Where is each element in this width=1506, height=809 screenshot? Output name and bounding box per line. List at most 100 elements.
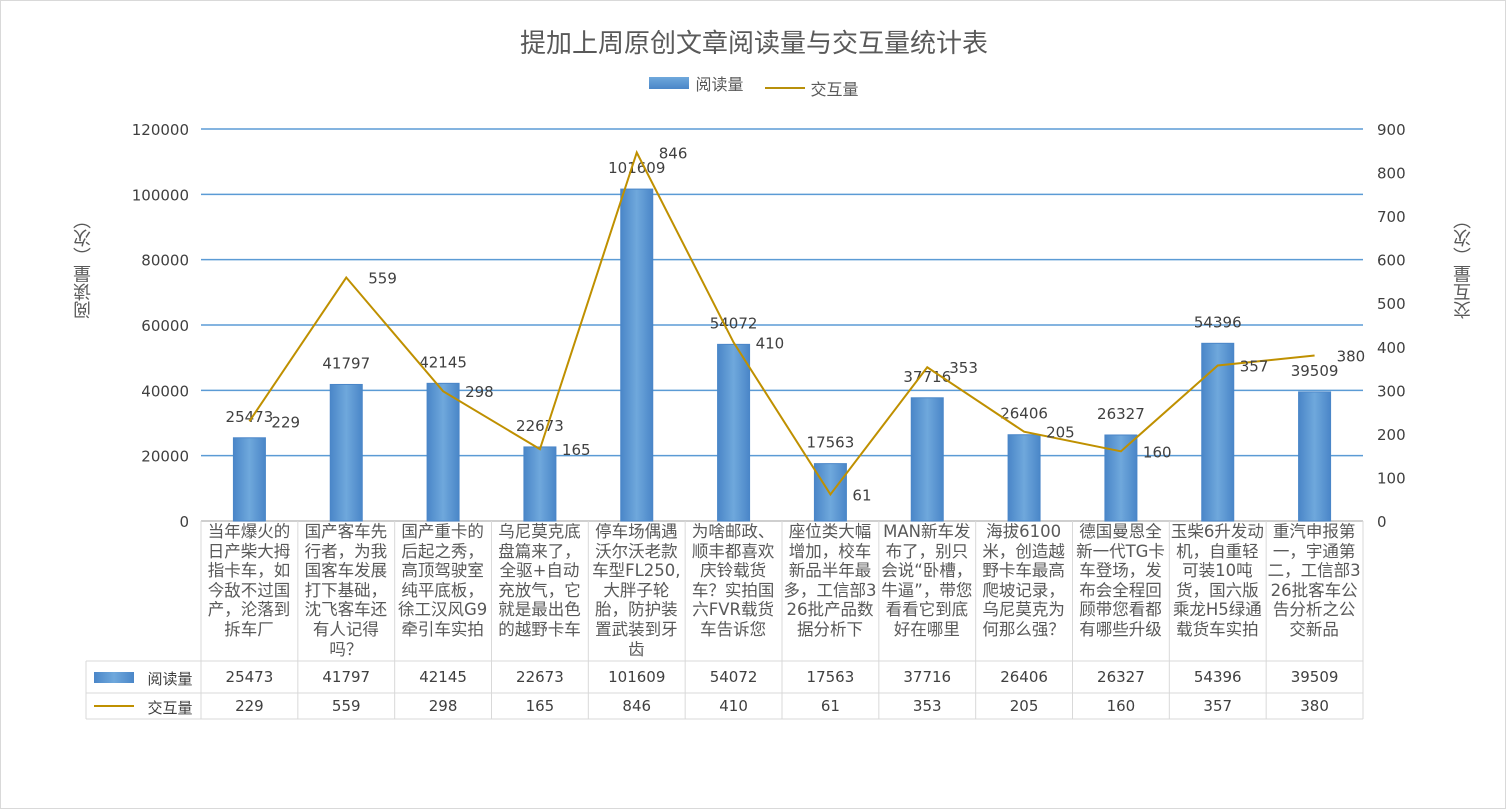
category-label: 重汽申报第一，宇通第二，工信部326批客车公告分析之公交新品 (1267, 522, 1361, 639)
y-left-tick-label: 0 (179, 513, 189, 531)
y-left-tick-label: 60000 (141, 317, 189, 335)
bar-data-label: 25473 (226, 408, 274, 426)
bar-data-label: 26327 (1097, 405, 1145, 423)
y-right-tick-label: 900 (1377, 121, 1406, 139)
table-cell-interactions: 380 (1300, 697, 1329, 715)
y-right-tick-label: 200 (1377, 426, 1406, 444)
table-cell-reads: 37716 (903, 668, 952, 686)
line-data-label: 160 (1143, 443, 1172, 461)
bar-data-label: 42145 (419, 353, 467, 371)
bar-data-label: 39509 (1291, 362, 1339, 380)
table-cell-interactions: 165 (525, 697, 555, 715)
table-cell-reads: 101609 (608, 668, 666, 686)
line-data-label: 357 (1240, 358, 1269, 376)
table-cell-reads: 25473 (225, 668, 274, 686)
bar-data-label: 54072 (710, 314, 758, 332)
table-cell-reads: 22673 (516, 668, 564, 686)
table-bar-key (94, 672, 134, 683)
legend-item-reads: 阅读量 (649, 71, 743, 95)
table-cell-reads: 54396 (1193, 668, 1242, 686)
bar (813, 463, 847, 522)
line-data-label: 298 (465, 383, 494, 401)
bar-data-label: 26406 (1000, 405, 1048, 423)
line-data-label: 205 (1046, 424, 1075, 442)
legend-label: 阅读量 (695, 75, 744, 94)
legend-label: 交互量 (810, 80, 859, 99)
bar-data-label: 54396 (1194, 313, 1242, 331)
bar (329, 383, 363, 522)
category-label: 国产客车先行者，为我国客车发展打下基础，沈飞客车还有人记得吗？ (304, 522, 388, 659)
table-cell-interactions: 357 (1203, 697, 1233, 715)
bar (426, 382, 460, 522)
y-left-tick-label: 120000 (132, 121, 189, 139)
table-cell-reads: 42145 (419, 668, 467, 686)
y-right-tick-label: 0 (1377, 513, 1387, 531)
y-left-tick-label: 40000 (141, 382, 189, 400)
legend-item-interactions: 交互量 (764, 76, 859, 100)
table-cell-reads: 39509 (1290, 668, 1339, 686)
table-cell-interactions: 229 (235, 697, 264, 715)
table-cell-reads: 26406 (1000, 668, 1048, 686)
bar (910, 397, 944, 522)
bar (620, 188, 654, 522)
category-label: 当年爆火的日产柴大拇指卡车，如今敌不过国产，沦落到拆车厂 (207, 522, 291, 639)
legend-line-swatch (764, 87, 805, 89)
bar (717, 343, 751, 522)
y-right-tick-label: 300 (1377, 382, 1406, 400)
y-right-tick-label: 400 (1377, 339, 1406, 357)
legend-bar-swatch (649, 77, 690, 89)
line-data-label: 61 (852, 486, 871, 504)
table-cell-reads: 41797 (322, 668, 371, 686)
chart-title: 提加上周原创文章阅读量与交互量统计表 (519, 29, 988, 59)
line-data-label: 846 (659, 145, 688, 163)
y-right-tick-label: 700 (1377, 208, 1406, 226)
table-cell-interactions: 846 (622, 697, 652, 715)
bar (1104, 434, 1138, 522)
y-left-tick-label: 80000 (141, 252, 189, 270)
category-label: 停车场偶遇沃尔沃老款车型FL250,大胖子轮胎，防护装置武装到牙齿 (592, 522, 681, 659)
bar (1201, 342, 1235, 522)
category-label: 乌尼莫克底盘篇来了，全驱+自动充放气，它就是最出色的越野卡车 (498, 522, 581, 639)
table-cell-reads: 26327 (1097, 668, 1145, 686)
bar-data-label: 101609 (608, 159, 665, 177)
category-label: 海拔6100米，创造越野卡车最高爬坡记录，乌尼莫克为何那么强？ (982, 522, 1065, 639)
y-right-tick-label: 500 (1377, 295, 1406, 313)
line-data-label: 165 (562, 441, 591, 459)
bar (1298, 391, 1332, 522)
line-data-label: 380 (1337, 347, 1366, 365)
category-label: 国产重卡的后起之秀，高顶驾驶室纯平底板，徐工汉风G9牵引车实拍 (398, 522, 488, 639)
bar (232, 437, 266, 522)
category-label: 座位类大幅增加，校车新品半年最多，工信部326批产品数据分析下 (783, 522, 877, 639)
table-row-label: 阅读量 (147, 670, 193, 688)
table-cell-interactions: 61 (820, 697, 840, 715)
table-row-label: 交互量 (147, 699, 193, 717)
y-right-tick-label: 100 (1377, 469, 1406, 487)
legend: 阅读量 交互量 (1, 71, 1505, 100)
y-right-tick-label: 600 (1377, 252, 1406, 270)
line-data-label: 410 (756, 334, 785, 352)
category-label: 玉柴6升发动机，自重轻可装10吨货，国六版乘龙H5绿通载货车实拍 (1170, 522, 1264, 639)
category-label: 德国曼恩全新一代TG卡车登场，发布会全程回顾带您看都有哪些升级 (1076, 522, 1165, 639)
table-cell-reads: 17563 (806, 668, 855, 686)
line-series (248, 149, 1315, 497)
bar-data-label: 22673 (516, 417, 564, 435)
table-cell-reads: 54072 (709, 668, 758, 686)
bar-data-label: 17563 (807, 434, 855, 452)
y-right-tick-label: 800 (1377, 165, 1406, 183)
bar (523, 446, 557, 522)
table-cell-interactions: 559 (331, 697, 361, 715)
line-data-label: 559 (368, 270, 397, 288)
table-cell-interactions: 160 (1106, 697, 1136, 715)
table-cell-interactions: 205 (1009, 697, 1039, 715)
y-left-tick-label: 20000 (141, 448, 189, 466)
bar-data-label: 41797 (322, 354, 370, 372)
bar (1007, 434, 1041, 522)
line-data-label: 353 (949, 359, 978, 377)
category-label: MAN新车发布了，别只会说“卧槽，牛逼”，带您看看它到底好在哪里 (881, 522, 973, 639)
line-data-label: 229 (271, 413, 300, 431)
table-cell-interactions: 353 (912, 697, 942, 715)
category-label: 为啥邮政、顺丰都喜欢庆铃载货车？实拍国六FVR载货车告诉您 (691, 522, 775, 639)
bar-data-label: 37716 (903, 368, 951, 386)
